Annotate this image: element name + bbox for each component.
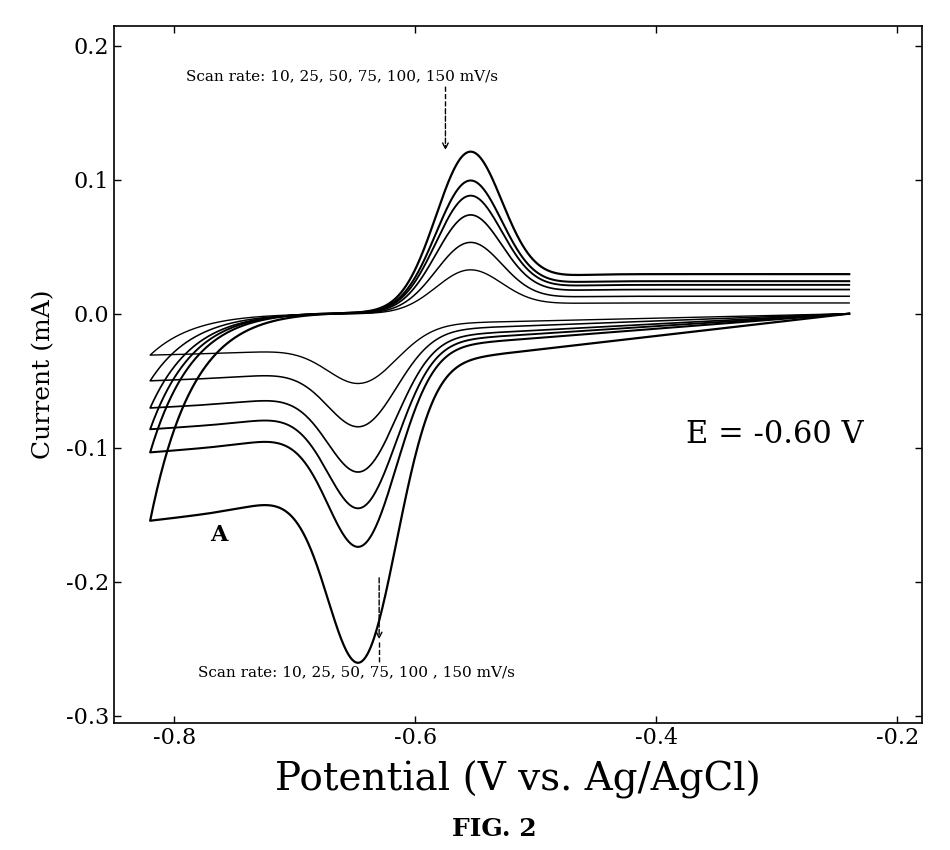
- Text: A: A: [210, 524, 228, 546]
- Text: Scan rate: 10, 25, 50, 75, 100 , 150 mV/s: Scan rate: 10, 25, 50, 75, 100 , 150 mV/…: [199, 665, 515, 679]
- Text: FIG. 2: FIG. 2: [451, 817, 537, 841]
- X-axis label: Potential (V vs. Ag/AgCl): Potential (V vs. Ag/AgCl): [275, 761, 761, 799]
- Y-axis label: Current (mA): Current (mA): [31, 289, 55, 459]
- Text: Scan rate: 10, 25, 50, 75, 100, 150 mV/s: Scan rate: 10, 25, 50, 75, 100, 150 mV/s: [186, 69, 499, 83]
- Text: E = -0.60 V: E = -0.60 V: [687, 419, 865, 450]
